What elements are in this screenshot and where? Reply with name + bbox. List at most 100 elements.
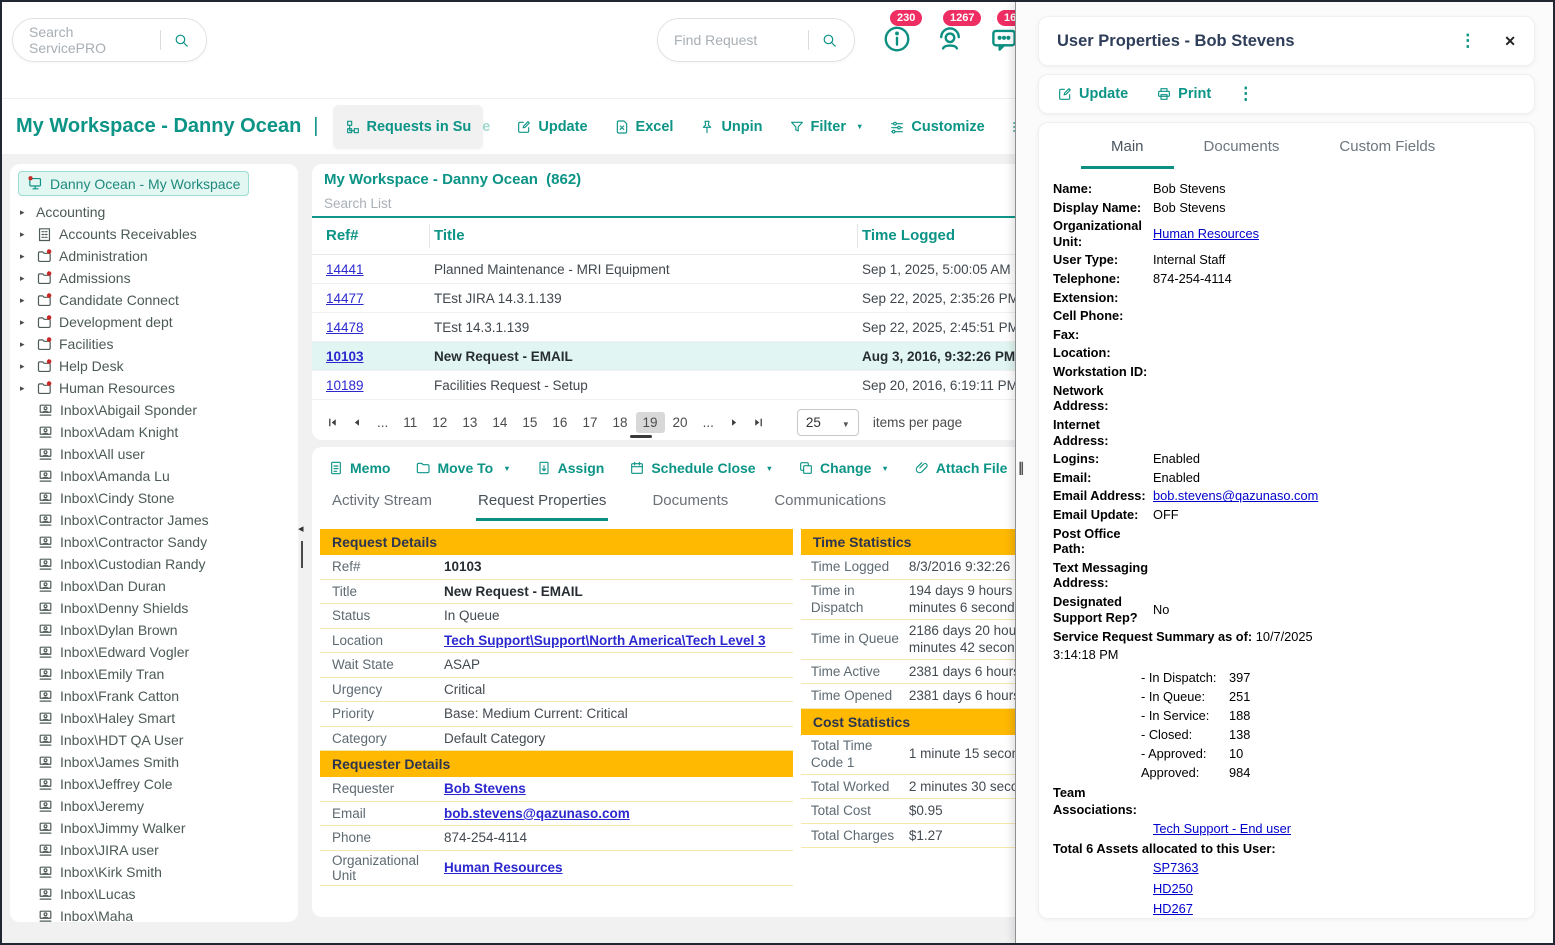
search-list-input[interactable]: Search List (312, 191, 1087, 218)
tree-folder-item[interactable]: ▸ Help Desk (10, 355, 298, 377)
request-ref-link[interactable]: 14441 (326, 262, 364, 277)
tree-folder-item[interactable]: ▸ Candidate Connect (10, 289, 298, 311)
panel-tab[interactable]: Documents (1174, 123, 1310, 169)
expand-caret-icon[interactable]: ▸ (20, 273, 36, 284)
column-header-title[interactable]: Title (430, 224, 858, 248)
request-ref-link[interactable]: 14477 (326, 291, 364, 306)
next-page-icon[interactable] (725, 413, 745, 433)
tree-inbox-item[interactable]: Inbox\Jeffrey Cole (10, 773, 298, 795)
table-row[interactable]: 14441 Planned Maintenance - MRI Equipmen… (312, 255, 1087, 284)
request-ref-link[interactable]: 10189 (326, 378, 364, 393)
search-icon[interactable] (821, 32, 838, 49)
tree-folder-item[interactable]: ▸ Accounts Receivables (10, 223, 298, 245)
page-number[interactable]: ... (370, 412, 395, 433)
panel-toolbar-button[interactable]: Print (1156, 86, 1211, 102)
page-number[interactable]: 11 (396, 412, 424, 433)
toolbar-button[interactable]: Customize (889, 119, 984, 135)
prev-page-icon[interactable] (346, 413, 366, 433)
close-icon[interactable]: ✕ (1504, 33, 1516, 50)
page-number[interactable]: ... (696, 412, 721, 433)
tree-inbox-item[interactable]: Inbox\Haley Smart (10, 707, 298, 729)
detail-tab[interactable]: Communications (772, 488, 888, 521)
tree-inbox-item[interactable]: Inbox\Jeremy (10, 795, 298, 817)
table-row[interactable]: 14478 TEst 14.3.1.139 Sep 22, 2025, 2:45… (312, 313, 1087, 342)
toolbar-button[interactable]: Unpin (699, 119, 762, 135)
tree-inbox-item[interactable]: Inbox\Cindy Stone (10, 487, 298, 509)
action-button[interactable]: Move To (415, 460, 510, 476)
kebab-menu-icon[interactable]: ⋮ (1237, 84, 1254, 104)
page-number[interactable]: 20 (666, 412, 695, 433)
expand-caret-icon[interactable]: ▸ (20, 361, 36, 372)
action-button[interactable]: Change (798, 460, 889, 476)
panel-resize-handle[interactable]: ∥ (1018, 460, 1025, 476)
column-header-ref[interactable]: Ref# (322, 224, 430, 248)
notification-button[interactable]: 230 (882, 24, 912, 54)
tree-folder-item[interactable]: ▸ Development dept (10, 311, 298, 333)
page-number[interactable]: 18 (605, 412, 634, 433)
expand-caret-icon[interactable]: ▸ (20, 229, 36, 240)
first-page-icon[interactable] (322, 413, 342, 433)
tree-inbox-item[interactable]: Inbox\JIRA user (10, 839, 298, 861)
tree-inbox-item[interactable]: Inbox\Dan Duran (10, 575, 298, 597)
panel-tab[interactable]: Custom Fields (1309, 123, 1465, 169)
action-button[interactable]: Attach File (914, 460, 1008, 476)
tree-inbox-item[interactable]: Inbox\Emily Tran (10, 663, 298, 685)
panel-tab[interactable]: Main (1081, 123, 1174, 169)
page-number[interactable]: 13 (455, 412, 484, 433)
expand-caret-icon[interactable]: ▸ (20, 339, 36, 350)
expand-caret-icon[interactable]: ▸ (20, 317, 36, 328)
request-ref-link[interactable]: 14478 (326, 320, 364, 335)
page-number[interactable]: 14 (485, 412, 514, 433)
asset-link[interactable]: SP7363 (1153, 860, 1199, 875)
page-number[interactable]: 19 (636, 412, 665, 433)
toolbar-button[interactable]: Excel (614, 119, 674, 135)
action-button[interactable]: Schedule Close (629, 460, 773, 476)
tree-inbox-item[interactable]: Inbox\Maha (10, 905, 298, 922)
splitter-handle[interactable] (630, 435, 652, 438)
tree-inbox-item[interactable]: Inbox\Lucas (10, 883, 298, 905)
panel-toolbar-button[interactable]: Update (1057, 86, 1128, 102)
asset-link[interactable]: HD267 (1153, 901, 1193, 916)
page-number[interactable]: 17 (575, 412, 604, 433)
table-row[interactable]: 10103 New Request - EMAIL Aug 3, 2016, 9… (312, 342, 1087, 371)
tree-inbox-item[interactable]: Inbox\Contractor Sandy (10, 531, 298, 553)
tree-folder-item[interactable]: ▸ Human Resources (10, 377, 298, 399)
tree-inbox-item[interactable]: Inbox\Adam Knight (10, 421, 298, 443)
request-ref-link[interactable]: 10103 (326, 349, 364, 364)
tree-folder-item[interactable]: ▸ Accounting (10, 201, 298, 223)
tree-folder-item[interactable]: ▸ Facilities (10, 333, 298, 355)
table-row[interactable]: 14477 TEst JIRA 14.3.1.139 Sep 22, 2025,… (312, 284, 1087, 313)
tree-inbox-item[interactable]: Inbox\Denny Shields (10, 597, 298, 619)
tree-inbox-item[interactable]: Inbox\Frank Catton (10, 685, 298, 707)
expand-caret-icon[interactable]: ▸ (20, 207, 36, 218)
tree-inbox-item[interactable]: Inbox\Kirk Smith (10, 861, 298, 883)
tree-inbox-item[interactable]: Inbox\James Smith (10, 751, 298, 773)
notification-button[interactable]: 1267 (935, 24, 965, 54)
kebab-menu-icon[interactable]: ⋮ (1459, 31, 1476, 51)
tree-root-item[interactable]: Danny Ocean - My Workspace (18, 171, 249, 196)
action-button[interactable]: Memo (328, 460, 390, 476)
tree-inbox-item[interactable]: Inbox\Jimmy Walker (10, 817, 298, 839)
toolbar-button[interactable]: Requests in Su (333, 105, 484, 149)
detail-tab[interactable]: Request Properties (476, 488, 608, 521)
detail-tab[interactable]: Documents (650, 488, 730, 521)
tree-inbox-item[interactable]: Inbox\All user (10, 443, 298, 465)
expand-caret-icon[interactable]: ▸ (20, 251, 36, 262)
page-number[interactable]: 16 (545, 412, 574, 433)
last-page-icon[interactable] (749, 413, 769, 433)
tree-inbox-item[interactable]: Inbox\Custodian Randy (10, 553, 298, 575)
tree-folder-item[interactable]: ▸ Admissions (10, 267, 298, 289)
sidebar-resize-handle[interactable] (301, 541, 303, 568)
tree-inbox-item[interactable]: Inbox\Dylan Brown (10, 619, 298, 641)
find-request-input[interactable]: Find Request (657, 18, 855, 62)
team-association-link[interactable]: Tech Support - End user (1153, 821, 1291, 836)
page-size-select[interactable]: 25 ▼ (797, 409, 859, 436)
tree-inbox-item[interactable]: Inbox\Contractor James (10, 509, 298, 531)
tree-inbox-item[interactable]: Inbox\Amanda Lu (10, 465, 298, 487)
asset-link[interactable]: HD250 (1153, 881, 1193, 896)
search-icon[interactable] (173, 32, 190, 49)
global-search-input[interactable]: Search ServicePRO (12, 18, 207, 62)
toolbar-button[interactable]: Update (516, 119, 587, 135)
tree-inbox-item[interactable]: Inbox\Edward Vogler (10, 641, 298, 663)
expand-caret-icon[interactable]: ▸ (20, 295, 36, 306)
